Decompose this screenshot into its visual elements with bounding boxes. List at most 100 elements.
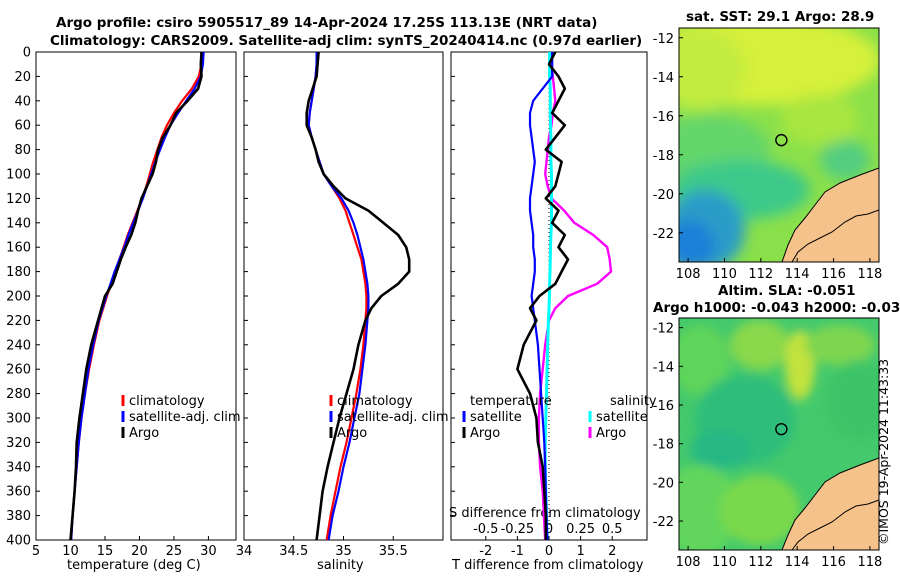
temperature-legend-heading: temperature <box>470 394 552 409</box>
sla-map-lon-tick-label: 118 <box>857 555 882 570</box>
sst-map-lon-tick-label: 108 <box>676 267 701 282</box>
t-difference-tick-label: 2 <box>608 544 616 559</box>
t-difference-tick-label: 1 <box>576 544 584 559</box>
sst-map-lon-tick-label: 112 <box>748 267 773 282</box>
t-difference-xlabel: T difference from climatology <box>452 558 644 573</box>
salinity-series-satellite-adj-clim <box>307 52 370 541</box>
temperature-series-climatology <box>70 51 204 541</box>
s-difference-tick-label: 0.5 <box>602 522 623 537</box>
temperature-tick-label: 5 <box>32 544 40 559</box>
temperature-tick-label: 25 <box>166 544 183 559</box>
temperature-legend-label: climatology <box>129 394 205 409</box>
sla-map-lat-tick-label: -16 <box>653 399 674 414</box>
sla-map-lat-tick-label: -14 <box>653 360 674 375</box>
salinity-legend-label: satellite-adj. clim <box>337 410 449 425</box>
depth-tick-label: 300 <box>6 412 31 427</box>
sla-map-title-line1: Altim. SLA: -0.051 <box>718 283 856 299</box>
sla-map-lat-tick-label: -20 <box>653 476 674 491</box>
sla-map-lon-tick-label: 116 <box>821 555 846 570</box>
depth-tick-label: 360 <box>6 485 31 500</box>
sst-map-lat-tick-label: -14 <box>653 71 674 86</box>
salinity-legend-label: climatology <box>337 394 413 409</box>
temperature-argo-difference <box>516 51 570 540</box>
sla-map-lon-tick-label: 108 <box>676 555 701 570</box>
salinity-tick-label: 35 <box>335 544 352 559</box>
salinity-tick-label: 34 <box>236 544 253 559</box>
depth-tick-label: 20 <box>14 70 31 85</box>
sla-map-float-marker <box>775 422 788 436</box>
depth-tick-label: 340 <box>6 460 31 475</box>
depth-tick-label: 200 <box>6 290 31 305</box>
t-difference-tick-label: -1 <box>511 544 524 559</box>
sla-map-lat-tick-label: -18 <box>653 438 674 453</box>
s-difference-tick-label: 0 <box>545 522 553 537</box>
depth-tick-label: 80 <box>14 143 31 158</box>
temperature-axes-frame <box>35 51 237 541</box>
depth-tick-label: 140 <box>6 216 31 231</box>
sla-map-lat-tick-label: -22 <box>653 515 674 530</box>
sla-map-field <box>679 318 879 550</box>
salinity-tick-label: 35.5 <box>379 544 408 559</box>
depth-tick-label: 40 <box>14 94 31 109</box>
difference-salinity-legend-label: satellite <box>596 410 648 425</box>
temperature-legend-label: Argo <box>129 426 159 441</box>
difference-temperature-legend-label: satellite <box>470 410 522 425</box>
salinity-tick-label: 34.5 <box>279 544 308 559</box>
sla-map-title-line2: Argo h1000: -0.043 h2000: -0.032 <box>653 300 900 316</box>
salinity-legend-label: Argo <box>337 426 367 441</box>
sst-map-lat-tick-label: -12 <box>653 32 674 47</box>
salinity-series-argo <box>305 51 411 541</box>
salinity-series-climatology <box>307 52 368 541</box>
depth-tick-label: 220 <box>6 314 31 329</box>
sst-map-lon-tick-label: 116 <box>821 267 846 282</box>
sst-map-lat-tick-label: -22 <box>653 227 674 242</box>
temperature-tick-label: 10 <box>62 544 79 559</box>
sst-map-float-marker <box>775 133 788 147</box>
t-difference-tick-label: -2 <box>479 544 492 559</box>
s-difference-tick-label: -0.25 <box>501 522 535 537</box>
temperature-tick-label: 30 <box>200 544 217 559</box>
sst-map-field <box>679 28 879 262</box>
sst-map-title: sat. SST: 29.1 Argo: 28.9 <box>686 9 875 25</box>
depth-tick-label: 260 <box>6 363 31 378</box>
difference-salinity-legend-label: Argo <box>596 426 626 441</box>
temperature-tick-label: 15 <box>97 544 114 559</box>
depth-tick-label: 280 <box>6 387 31 402</box>
temperature-series-satellite-adj-clim <box>70 51 205 541</box>
temperature-xlabel: temperature (deg C) <box>67 558 201 573</box>
depth-tick-label: 400 <box>6 534 31 549</box>
sla-map-lon-tick-label: 110 <box>712 555 737 570</box>
salinity-legend-heading: salinity <box>610 394 657 409</box>
sst-map-lat-tick-label: -16 <box>653 110 674 125</box>
temperature-legend-label: satellite-adj. clim <box>129 410 241 425</box>
depth-tick-label: 100 <box>6 168 31 183</box>
sla-map-lat-tick-label: -12 <box>653 322 674 337</box>
temperature-tick-label: 20 <box>131 544 148 559</box>
depth-tick-label: 0 <box>23 46 31 61</box>
sst-map-lon-tick-label: 114 <box>785 267 810 282</box>
s-difference-tick-label: -0.5 <box>473 522 498 537</box>
figure-title-line1: Argo profile: csiro 5905517_89 14-Apr-20… <box>56 15 598 31</box>
depth-tick-label: 60 <box>14 119 31 134</box>
depth-tick-label: 380 <box>6 509 31 524</box>
sst-map-lon-tick-label: 110 <box>712 267 737 282</box>
depth-tick-label: 240 <box>6 338 31 353</box>
figure-title-line2: Climatology: CARS2009. Satellite-adj cli… <box>50 33 643 49</box>
salinity-satellite-difference <box>543 52 553 541</box>
sst-map-lat-tick-label: -18 <box>653 149 674 164</box>
depth-tick-label: 120 <box>6 192 31 207</box>
depth-tick-label: 160 <box>6 241 31 256</box>
temperature-series-argo <box>69 51 203 541</box>
t-difference-tick-label: 0 <box>545 544 553 559</box>
temperature-satellite-difference <box>528 52 554 541</box>
sst-map-lon-tick-label: 118 <box>857 267 882 282</box>
sst-map-lat-tick-label: -20 <box>653 188 674 203</box>
s-difference-tick-label: 0.25 <box>566 522 595 537</box>
sla-map-lon-tick-label: 112 <box>748 555 773 570</box>
depth-tick-label: 320 <box>6 436 31 451</box>
difference-temperature-legend-label: Argo <box>470 426 500 441</box>
salinity-xlabel: salinity <box>317 558 364 573</box>
sla-map-lon-tick-label: 114 <box>785 555 810 570</box>
